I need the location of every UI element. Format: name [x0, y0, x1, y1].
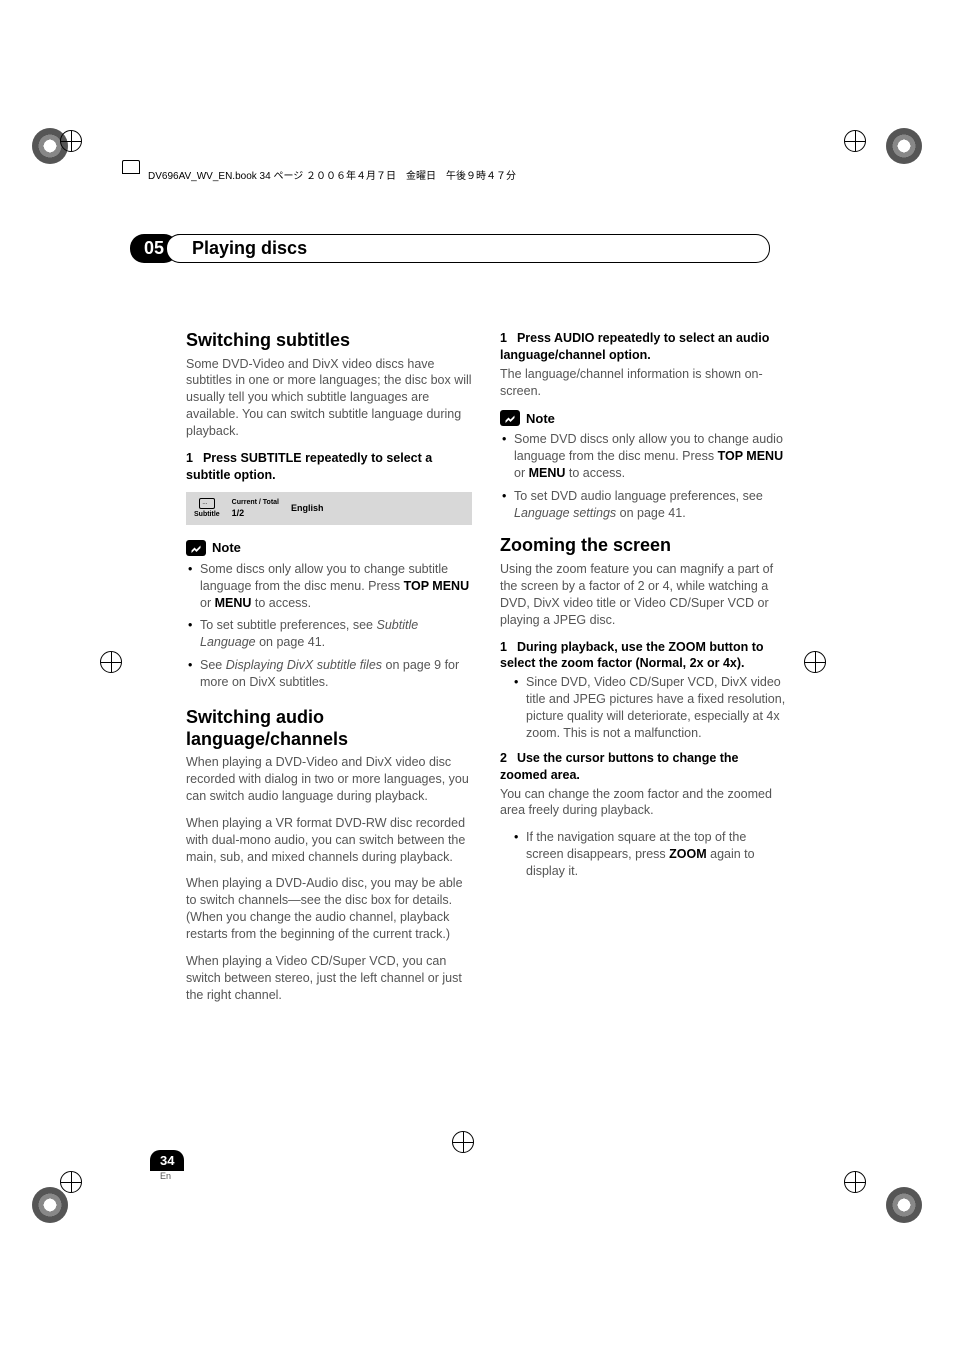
- list-item: Some DVD discs only allow you to change …: [502, 431, 786, 482]
- step: 1During playback, use the ZOOM button to…: [500, 639, 786, 673]
- body-text: When playing a DVD-Audio disc, you may b…: [186, 875, 472, 943]
- body-text: Using the zoom feature you can magnify a…: [500, 561, 786, 629]
- step: 1Press SUBTITLE repeatedly to select a s…: [186, 450, 472, 484]
- step-number: 1: [500, 640, 507, 654]
- osd-label: Subtitle: [194, 510, 220, 519]
- step-number: 1: [500, 331, 507, 345]
- left-column: Switching subtitles Some DVD-Video and D…: [186, 330, 472, 1014]
- list-item: To set subtitle preferences, see Subtitl…: [188, 617, 472, 651]
- note-icon: [186, 540, 206, 556]
- list-item: If the navigation square at the top of t…: [514, 829, 786, 880]
- header-filename: DV696AV_WV_EN.book 34 ページ ２００６年４月７日 金曜日 …: [148, 167, 516, 182]
- list-item: Since DVD, Video CD/Super VCD, DivX vide…: [514, 674, 786, 742]
- heading-switching-subtitles: Switching subtitles: [186, 330, 472, 352]
- chapter-title-box: Playing discs: [166, 234, 770, 263]
- step-text: During playback, use the ZOOM button to …: [500, 640, 764, 671]
- crop-mark: [844, 1171, 894, 1221]
- step-text: Press SUBTITLE repeatedly to select a su…: [186, 451, 432, 482]
- body-text: When playing a VR format DVD-RW disc rec…: [186, 815, 472, 866]
- book-icon: [122, 160, 140, 174]
- subtitle-osd-display: Subtitle Current / Total 1/2 English: [186, 492, 472, 526]
- chapter-title: Playing discs: [192, 238, 307, 258]
- osd-language: English: [291, 502, 324, 514]
- crop-mark: [60, 1171, 110, 1221]
- bullet-list: If the navigation square at the top of t…: [514, 829, 786, 880]
- step-text: Press AUDIO repeatedly to select an audi…: [500, 331, 769, 362]
- step: 1Press AUDIO repeatedly to select an aud…: [500, 330, 786, 364]
- list-item: Some discs only allow you to change subt…: [188, 561, 472, 612]
- step: 2Use the cursor buttons to change the zo…: [500, 750, 786, 784]
- body-text: You can change the zoom factor and the z…: [500, 786, 786, 820]
- heading-switching-audio: Switching audio language/channels: [186, 707, 472, 750]
- step-number: 1: [186, 451, 193, 465]
- note-header: Note: [500, 410, 786, 428]
- note-list: Some discs only allow you to change subt…: [188, 561, 472, 691]
- crop-mark: [60, 130, 110, 180]
- osd-ct-value: 1/2: [232, 507, 279, 519]
- heading-zooming: Zooming the screen: [500, 535, 786, 557]
- page-number: 34: [150, 1150, 184, 1171]
- bullet-list: Since DVD, Video CD/Super VCD, DivX vide…: [514, 674, 786, 742]
- note-header: Note: [186, 539, 472, 557]
- crop-mark: [844, 130, 894, 180]
- step-text: Use the cursor buttons to change the zoo…: [500, 751, 739, 782]
- note-label: Note: [212, 539, 241, 557]
- right-column: 1Press AUDIO repeatedly to select an aud…: [500, 330, 786, 1014]
- page-language: En: [160, 1171, 184, 1181]
- crop-mark: [100, 651, 150, 701]
- body-text: When playing a DVD-Video and DivX video …: [186, 754, 472, 805]
- step-number: 2: [500, 751, 507, 765]
- osd-ct-label: Current / Total: [232, 498, 279, 507]
- list-item: To set DVD audio language preferences, s…: [502, 488, 786, 522]
- crop-mark: [804, 651, 854, 701]
- subtitle-icon: [199, 498, 215, 509]
- body-text: The language/channel information is show…: [500, 366, 786, 400]
- chapter-header: 05 Playing discs: [130, 234, 770, 263]
- note-label: Note: [526, 410, 555, 428]
- page-footer: 34 En: [150, 1150, 184, 1181]
- note-icon: [500, 410, 520, 426]
- body-text: When playing a Video CD/Super VCD, you c…: [186, 953, 472, 1004]
- body-text: Some DVD-Video and DivX video discs have…: [186, 356, 472, 440]
- list-item: See Displaying DivX subtitle files on pa…: [188, 657, 472, 691]
- crop-mark: [452, 1131, 502, 1181]
- note-list: Some DVD discs only allow you to change …: [502, 431, 786, 521]
